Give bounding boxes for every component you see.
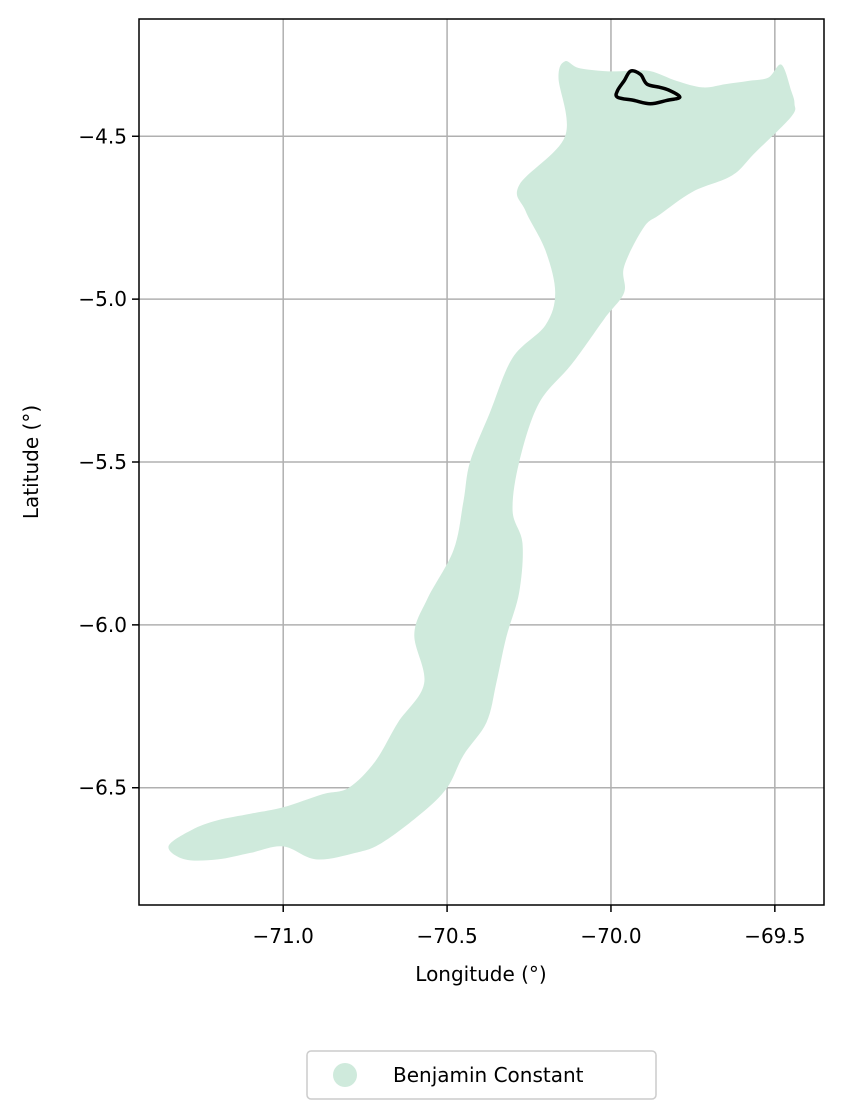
legend-frame	[306, 1050, 657, 1100]
x-axis-ticks: −71.0 −70.5 −70.0 −69.5	[253, 905, 805, 948]
x-tick-label: −70.0	[580, 924, 641, 948]
benjamin-constant-region	[168, 61, 796, 861]
legend: Benjamin Constant	[306, 1050, 657, 1100]
y-tick-label: −5.5	[78, 450, 127, 474]
y-tick-label: −6.5	[78, 776, 127, 800]
y-axis-ticks: −4.5 −5.0 −5.5 −6.0 −6.5	[78, 124, 139, 800]
x-tick-label: −69.5	[744, 924, 805, 948]
x-axis-label: Longitude (°)	[415, 962, 546, 986]
highlight-outline	[614, 69, 682, 106]
y-tick-label: −5.0	[78, 287, 127, 311]
legend-label: Benjamin Constant	[393, 1063, 584, 1087]
x-tick-label: −71.0	[253, 924, 314, 948]
y-tick-label: −6.0	[78, 613, 127, 637]
legend-marker	[333, 1063, 357, 1087]
y-tick-label: −4.5	[78, 124, 127, 148]
x-tick-label: −70.5	[416, 924, 477, 948]
y-axis-label: Latitude (°)	[19, 405, 43, 519]
